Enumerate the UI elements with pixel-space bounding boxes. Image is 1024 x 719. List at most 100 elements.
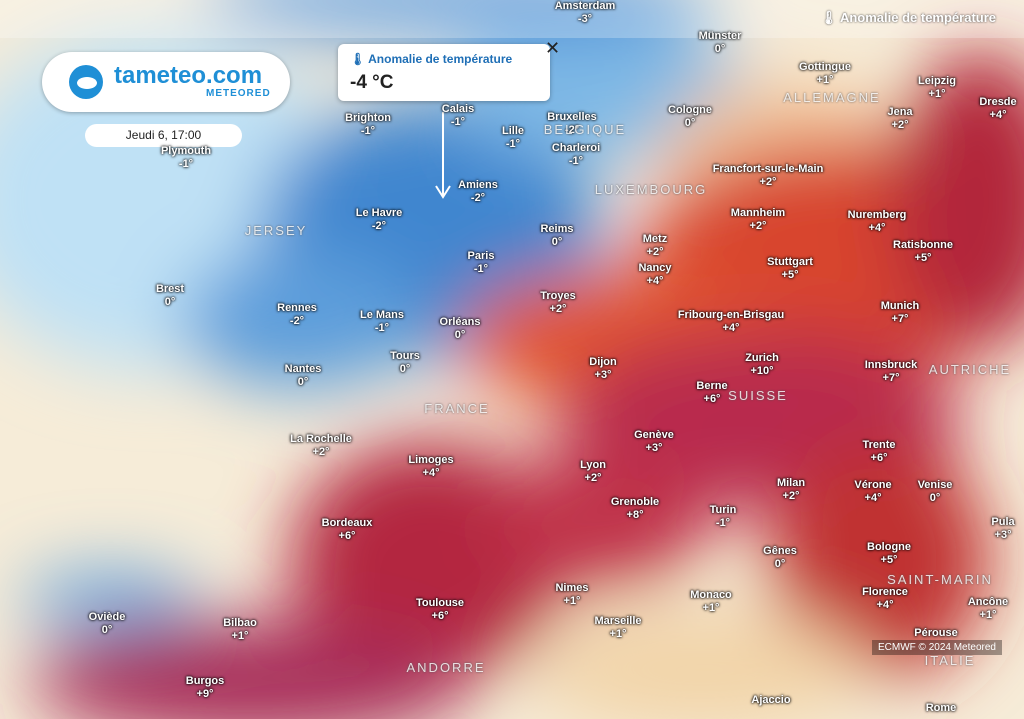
city-name: Florence: [862, 586, 908, 598]
city-label: Pula +3°: [991, 516, 1014, 542]
city-name: La Rochelle: [290, 433, 352, 445]
city-label: Nimes +1°: [555, 582, 588, 608]
city-label: Grenoble +8°: [611, 496, 659, 522]
city-value: +1°: [563, 595, 581, 607]
city-name: Bruxelles: [547, 111, 597, 123]
city-value: +2°: [584, 472, 602, 484]
city-name: Limoges: [408, 454, 454, 466]
city-label: Amsterdam -3°: [555, 0, 616, 26]
city-name: Milan: [776, 477, 806, 489]
city-label: Trente +6°: [862, 439, 895, 465]
city-name: Bordeaux: [321, 517, 373, 529]
city-name: Marseille: [594, 615, 642, 627]
city-value: 0°: [551, 236, 563, 248]
close-button[interactable]: ✕: [545, 38, 561, 58]
city-name: Rennes: [277, 302, 317, 314]
city-name: Ajaccio: [751, 694, 791, 706]
city-name: Ratisbonne: [893, 239, 953, 251]
city-name: Amsterdam: [554, 0, 616, 12]
city-label: Le Mans -1°: [360, 309, 404, 335]
city-label: Charleroi -1°: [552, 142, 600, 168]
city-value: +2°: [759, 176, 777, 188]
city-label: Monaco +1°: [690, 589, 732, 615]
city-label: Ratisbonne +5°: [893, 239, 953, 265]
city-value: +4°: [646, 275, 664, 287]
city-value: -2°: [289, 315, 305, 327]
logo[interactable]: tameteo.com METEORED: [42, 52, 290, 112]
city-value: +9°: [196, 688, 214, 700]
city-label: Lille -1°: [502, 125, 524, 151]
city-value: +5°: [880, 554, 898, 566]
country-label: ALLEMAGNE: [783, 90, 881, 105]
city-label: Paris -1°: [468, 250, 495, 276]
city-value: +10°: [750, 365, 774, 377]
city-label: La Rochelle +2°: [290, 433, 352, 459]
city-name: Rome: [925, 702, 957, 714]
city-name: Trente: [862, 439, 896, 451]
city-name: Calais: [441, 103, 475, 115]
layer-title[interactable]: 🌡 Anomalie de température: [820, 10, 996, 25]
wind-arrow: [435, 112, 451, 199]
city-value: +1°: [979, 609, 997, 621]
city-label: Limoges +4°: [408, 454, 453, 480]
city-label: Le Havre -2°: [356, 207, 402, 233]
date[interactable]: Jeudi 6, 17:00: [85, 124, 242, 147]
city-value: -2°: [470, 192, 486, 204]
country-label: LUXEMBOURG: [594, 182, 708, 197]
city-label: Fribourg-en-Brisgau +4°: [678, 309, 784, 335]
city-name: Plymouth: [160, 145, 212, 157]
city-value: +2°: [549, 303, 567, 315]
city-value: +2°: [782, 490, 800, 502]
city-name: Nantes: [284, 363, 322, 375]
popup: 🌡 Anomalie de température -4 °C: [338, 44, 550, 101]
city-name: Burgos: [185, 675, 225, 687]
city-label: Berne +6°: [696, 380, 727, 406]
popup-value: -4 °C: [350, 72, 394, 93]
city-value: +4°: [864, 492, 882, 504]
city-name: Toulouse: [415, 597, 465, 609]
city-value: +7°: [891, 313, 909, 325]
city-name: Orléans: [439, 316, 481, 328]
city-name: Grenoble: [610, 496, 660, 508]
city-value: +3°: [594, 369, 612, 381]
city-value: +6°: [870, 452, 888, 464]
city-name: Lille: [501, 125, 525, 137]
popup-title: 🌡 Anomalie de température: [350, 52, 513, 66]
city-value: -1°: [374, 322, 390, 334]
city-name: Leipzig: [918, 75, 956, 87]
city-value: +2°: [646, 246, 664, 258]
city-value: 0°: [929, 492, 941, 504]
country-label: SAINT-MARIN: [887, 572, 993, 587]
city-label: Mannheim +2°: [731, 207, 785, 233]
city-value: -2°: [371, 220, 387, 232]
city-label: Milan +2°: [777, 477, 805, 503]
city-name: Pérouse: [914, 627, 958, 639]
city-name: Amiens: [458, 179, 498, 191]
logo-brand: METEORED: [206, 88, 271, 99]
city-value: +7°: [882, 372, 900, 384]
city-name: Bilbao: [223, 617, 257, 629]
city-value: -1°: [450, 116, 466, 128]
city-name: Ancône: [967, 596, 1009, 608]
city-label: Orléans 0°: [440, 316, 481, 342]
city-name: Gottingue: [799, 61, 851, 73]
city-name: Paris: [467, 250, 495, 262]
city-name: Nuremberg: [847, 209, 907, 221]
city-label: Bilbao +1°: [223, 617, 257, 643]
city-name: Tours: [390, 350, 420, 362]
city-value: +2°: [312, 446, 330, 458]
city-name: Nancy: [638, 262, 672, 274]
city-value: -2°: [564, 124, 580, 136]
city-name: Dijon: [589, 356, 617, 368]
city-value: +4°: [722, 322, 740, 334]
city-value: +4°: [422, 467, 440, 479]
city-label: Ajaccio: [751, 694, 790, 707]
city-label: Marseille +1°: [594, 615, 641, 641]
city-value: -3°: [577, 13, 593, 25]
city-value: -1°: [178, 158, 194, 170]
logo-name: tameteo.com: [114, 62, 263, 89]
city-name: Bologne: [867, 541, 911, 553]
city-label: Nancy +4°: [638, 262, 671, 288]
